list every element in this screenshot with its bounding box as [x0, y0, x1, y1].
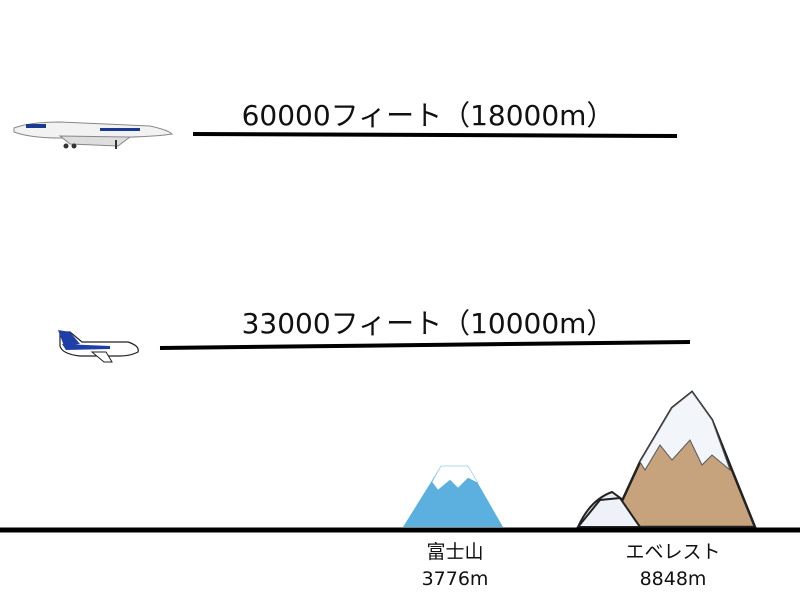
- mountain-height: 3776m: [422, 568, 489, 590]
- jet: [58, 330, 139, 363]
- altitude-label: 33000フィート（10000m）: [242, 307, 615, 340]
- altitude-line: [192, 132, 678, 138]
- mountain-height: 8848m: [640, 568, 707, 590]
- altitude-label: 60000フィート（18000m）: [242, 99, 615, 132]
- mountain-name: 富士山: [426, 541, 483, 563]
- altitude-line: [159, 340, 691, 350]
- everest: [575, 390, 757, 529]
- fuji: [403, 465, 503, 527]
- mountain-name: エベレスト: [625, 541, 720, 563]
- concorde: [13, 121, 174, 149]
